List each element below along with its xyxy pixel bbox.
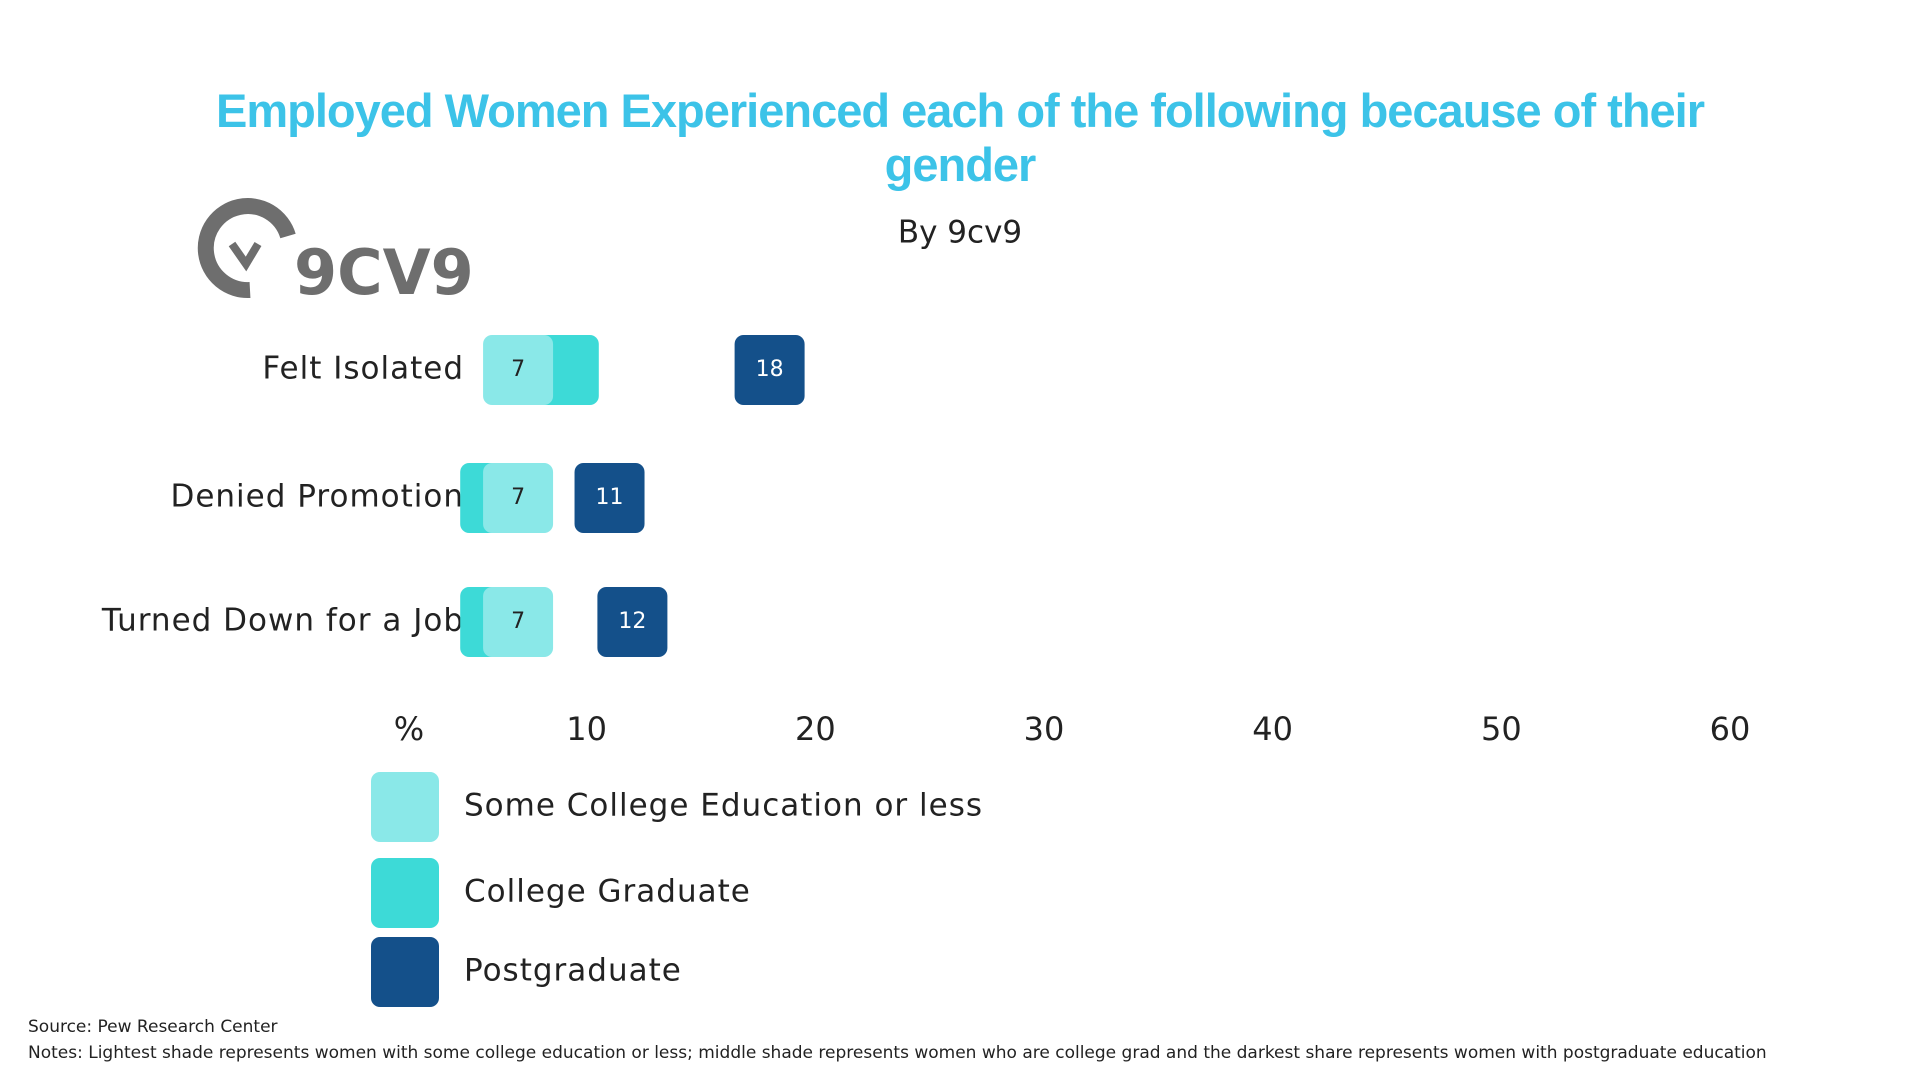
- data-label: 7: [511, 609, 525, 634]
- dot: [483, 335, 554, 405]
- x-tick-label: 40: [1252, 710, 1293, 748]
- category-label: Turned Down for a Job: [101, 603, 464, 639]
- data-label: 7: [511, 357, 525, 382]
- subtitle: By 9cv9: [898, 215, 1022, 251]
- dot: [483, 463, 554, 533]
- legend-label: Some College Education or less: [464, 788, 983, 824]
- legend-swatch: [371, 772, 439, 842]
- logo: 9CV9: [197, 198, 474, 309]
- x-tick-label: 60: [1710, 710, 1751, 748]
- dot: [483, 587, 554, 657]
- logo-ring: [197, 198, 296, 299]
- chart-title: Employed Women Experienced each of the f…: [215, 84, 1705, 191]
- data-label: 12: [618, 609, 646, 634]
- dot: [734, 335, 805, 405]
- source: Source: Pew Research Center: [28, 1017, 278, 1037]
- notes: Notes: Lightest shade represents women w…: [28, 1043, 1767, 1063]
- logo-text: 9CV9: [294, 236, 474, 309]
- x-tick-label: 10: [566, 710, 607, 748]
- x-tick-label: 20: [795, 710, 836, 748]
- dot: [574, 463, 645, 533]
- legend-label: College Graduate: [464, 874, 751, 910]
- category-label: Denied Promotion: [170, 479, 464, 515]
- legend-swatch: [371, 937, 439, 1007]
- data-label: 11: [596, 485, 624, 510]
- x-axis-label: %: [394, 710, 424, 748]
- dot: [597, 587, 668, 657]
- x-tick-label: 30: [1024, 710, 1065, 748]
- data-label: 7: [511, 485, 525, 510]
- legend-swatch: [371, 858, 439, 928]
- logo-v: [228, 241, 262, 272]
- x-tick-label: 50: [1481, 710, 1522, 748]
- legend-label: Postgraduate: [464, 953, 682, 989]
- data-label: 18: [756, 357, 784, 382]
- category-label: Felt Isolated: [262, 351, 464, 387]
